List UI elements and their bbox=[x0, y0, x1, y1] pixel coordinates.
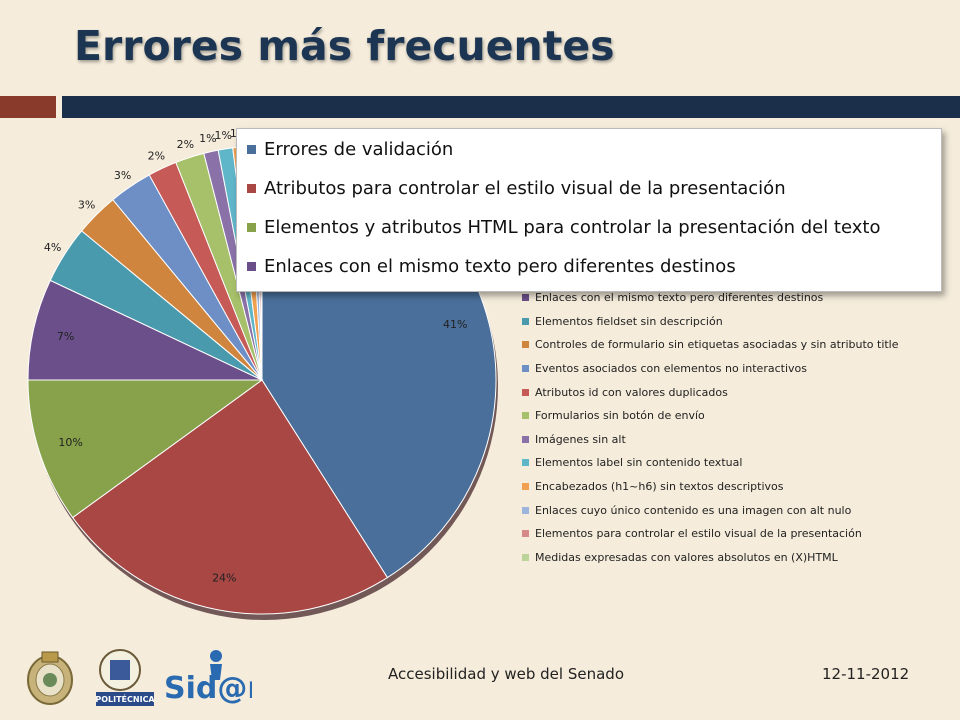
pie-label-3: 7% bbox=[57, 330, 74, 343]
pie-label-9: 1% bbox=[199, 132, 216, 145]
pie-slice-1 bbox=[71, 379, 389, 615]
legend-label: Enlaces con el mismo texto pero diferent… bbox=[535, 291, 824, 305]
legend-item: Atributos id con valores duplicados bbox=[522, 380, 932, 404]
title-underline-blue bbox=[62, 96, 960, 118]
popup-legend-swatch bbox=[247, 144, 256, 154]
pie-slice-2 bbox=[27, 379, 264, 519]
footer-text: Accesibilidad y web del Senado bbox=[388, 665, 624, 683]
pie-label-1: 24% bbox=[212, 572, 236, 585]
legend-item: Encabezados (h1~h6) sin textos descripti… bbox=[522, 475, 932, 499]
popup-legend-item: Atributos para controlar el estilo visua… bbox=[247, 168, 786, 208]
pie-label-5: 3% bbox=[78, 199, 95, 212]
legend-label: Elementos label sin contenido textual bbox=[535, 456, 743, 470]
pie-label-8: 2% bbox=[177, 138, 194, 151]
legend-label: Enlaces cuyo único contenido es una imag… bbox=[535, 503, 852, 517]
pie-label-10: 1% bbox=[214, 129, 231, 142]
popup-legend-swatch bbox=[247, 222, 256, 232]
legend-item: Enlaces cuyo único contenido es una imag… bbox=[522, 498, 932, 522]
legend-swatch bbox=[522, 388, 529, 396]
popup-legend-swatch bbox=[247, 183, 256, 193]
legend-label: Elementos para controlar el estilo visua… bbox=[535, 527, 862, 541]
popup-legend-label: Errores de validación bbox=[264, 138, 454, 160]
legend-swatch bbox=[522, 506, 529, 514]
popup-legend-item: Elementos y atributos HTML para controla… bbox=[247, 207, 880, 247]
legend-label: Medidas expresadas con valores absolutos… bbox=[535, 550, 838, 564]
title-underline-red bbox=[0, 96, 56, 118]
upm-logo-text: POLITÉCNICA bbox=[95, 693, 155, 704]
legend-label: Atributos id con valores duplicados bbox=[535, 385, 728, 399]
legend-label: Imágenes sin alt bbox=[535, 432, 626, 446]
legend-swatch bbox=[522, 294, 529, 302]
legend-label: Formularios sin botón de envío bbox=[535, 409, 705, 423]
legend-item: Elementos fieldset sin descripción bbox=[522, 310, 932, 334]
legend-swatch bbox=[522, 365, 529, 373]
popup-legend-label: Elementos y atributos HTML para controla… bbox=[264, 216, 881, 238]
popup-legend-swatch bbox=[247, 261, 256, 271]
legend-swatch bbox=[522, 530, 529, 538]
chart-legend: Enlaces con el mismo texto pero diferent… bbox=[522, 286, 932, 569]
legend-item: Elementos para controlar el estilo visua… bbox=[522, 522, 932, 546]
pie-label-0: 41% bbox=[443, 318, 467, 331]
legend-item: Imágenes sin alt bbox=[522, 428, 932, 452]
senado-crest-logo bbox=[27, 651, 73, 705]
slide-title: Errores más frecuentes bbox=[74, 22, 615, 70]
legend-swatch bbox=[522, 435, 529, 443]
upm-logo: POLITÉCNICA bbox=[95, 649, 155, 706]
popup-legend-label: Enlaces con el mismo texto pero diferent… bbox=[264, 255, 736, 277]
pie-label-2: 10% bbox=[58, 436, 82, 449]
legend-swatch bbox=[522, 341, 529, 349]
legend-swatch bbox=[522, 317, 529, 325]
popup-legend-item: Enlaces con el mismo texto pero diferent… bbox=[247, 246, 736, 286]
legend-item: Medidas expresadas con valores absolutos… bbox=[522, 546, 932, 570]
legend-swatch bbox=[522, 459, 529, 467]
legend-item: Controles de formulario sin etiquetas as… bbox=[522, 333, 932, 357]
popup-legend-label: Atributos para controlar el estilo visua… bbox=[264, 177, 786, 199]
legend-item: Formularios sin botón de envío bbox=[522, 404, 932, 428]
legend-label: Controles de formulario sin etiquetas as… bbox=[535, 338, 899, 352]
legend-item: Eventos asociados con elementos no inter… bbox=[522, 357, 932, 381]
legend-item: Elementos label sin contenido textual bbox=[522, 451, 932, 475]
popup-legend-item: Errores de validación bbox=[247, 129, 453, 169]
legend-item: Enlaces con el mismo texto pero diferent… bbox=[522, 286, 932, 310]
legend-swatch bbox=[522, 553, 529, 561]
sidar-logo-text: Sid@r bbox=[164, 671, 252, 706]
legend-popup: Errores de validación Atributos para cont… bbox=[236, 128, 942, 292]
pie-label-4: 4% bbox=[44, 241, 61, 254]
pie-label-7: 2% bbox=[148, 150, 165, 163]
legend-swatch bbox=[522, 412, 529, 420]
pie-label-6: 3% bbox=[114, 169, 131, 182]
sidar-logo: Sid@r bbox=[164, 650, 252, 706]
pie-slice-3 bbox=[27, 279, 263, 381]
legend-label: Encabezados (h1~h6) sin textos descripti… bbox=[535, 480, 784, 494]
legend-label: Elementos fieldset sin descripción bbox=[535, 314, 723, 328]
footer-date: 12-11-2012 bbox=[822, 665, 910, 683]
legend-label: Eventos asociados con elementos no inter… bbox=[535, 362, 807, 376]
legend-swatch bbox=[522, 483, 529, 491]
